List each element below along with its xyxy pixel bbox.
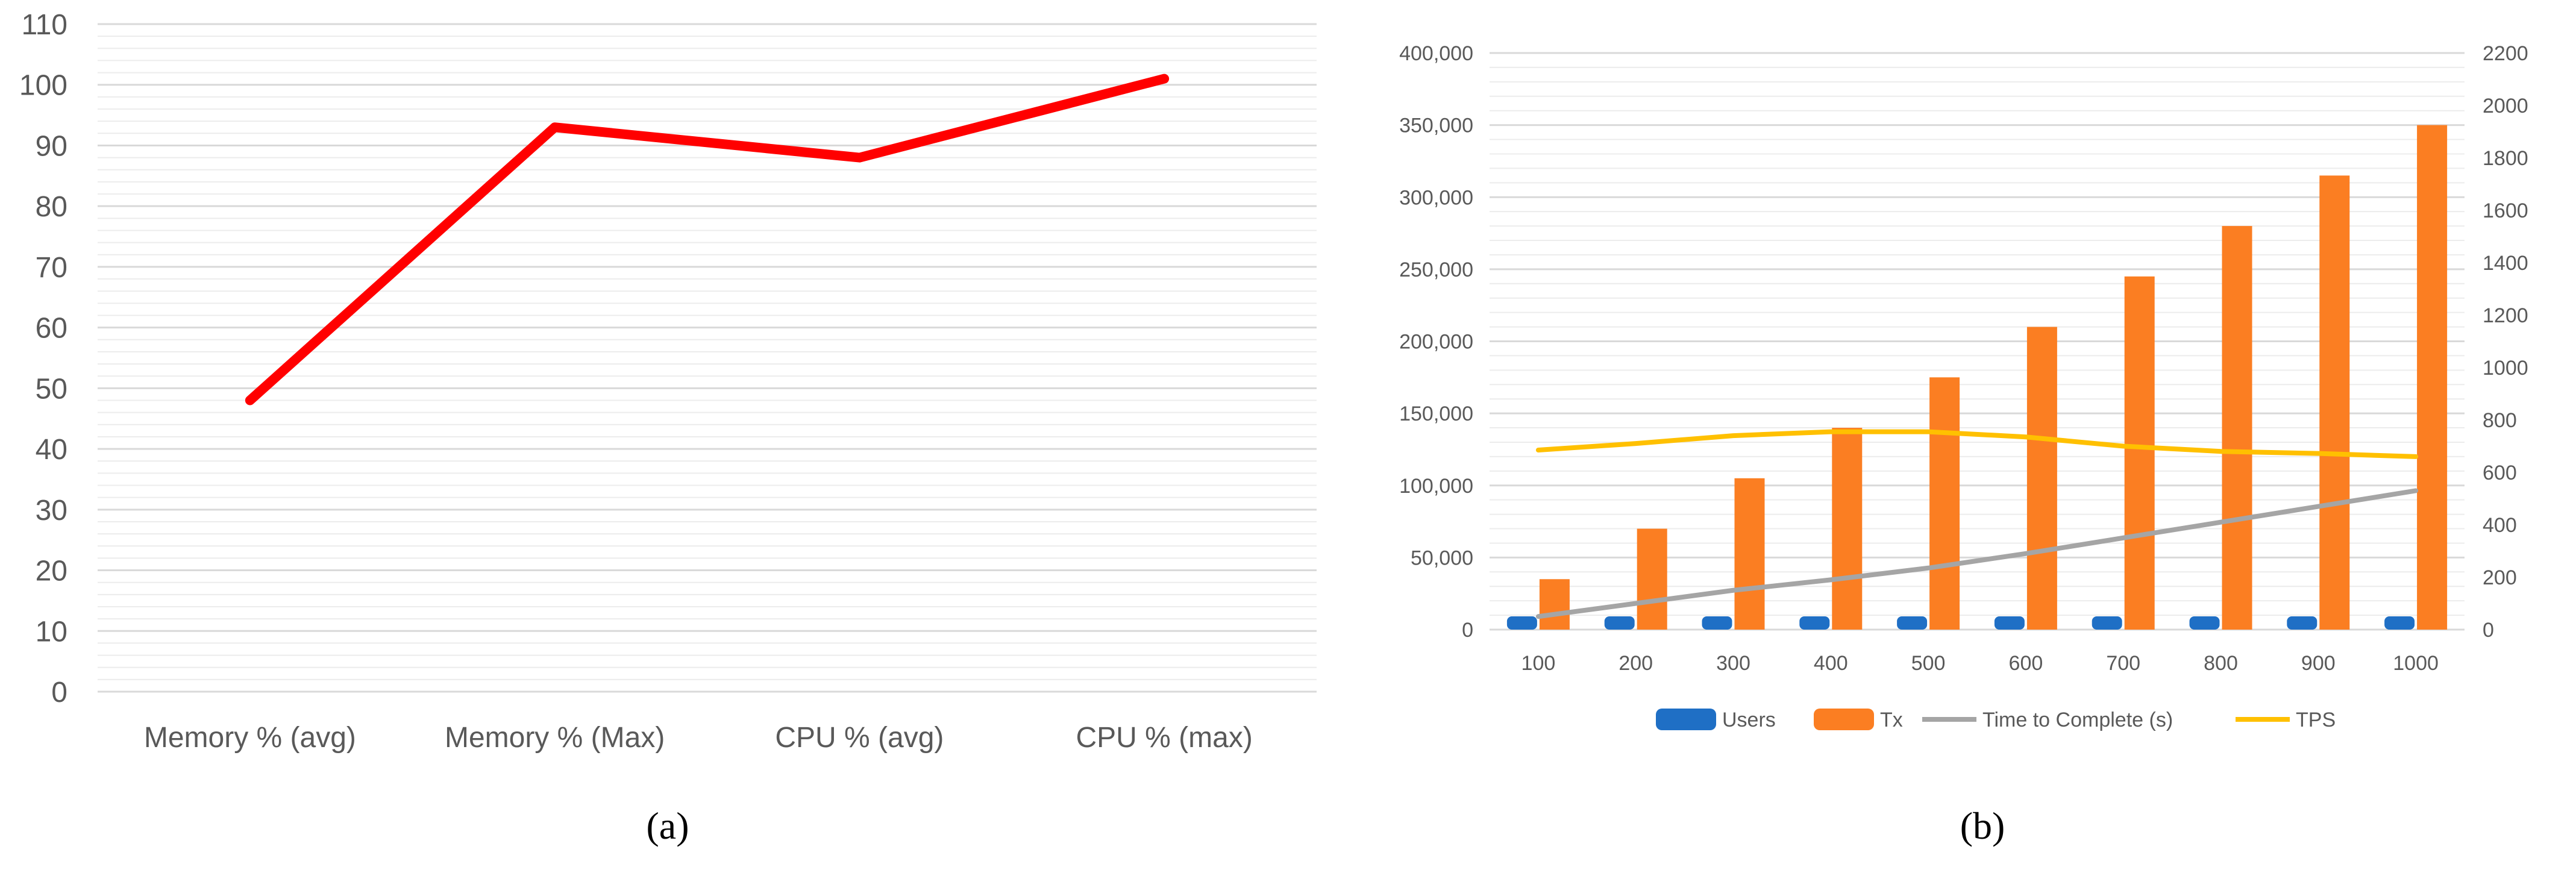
bar-users: [1702, 616, 1732, 630]
legend-label: Time to Complete (s): [1982, 709, 2173, 731]
x-tick-label-b: 200: [1619, 652, 1653, 675]
line-tps: [1535, 429, 2419, 459]
data-point-a: [859, 157, 860, 158]
y-tick-label-a: 90: [36, 130, 67, 162]
y-tick-label-a: 60: [36, 313, 67, 345]
x-tick-label-b: 600: [2009, 652, 2043, 675]
bar-users: [1994, 616, 2025, 630]
bar-tx: [1929, 377, 1960, 630]
x-tick-label-b: 700: [2106, 652, 2140, 675]
y-tick-label-b: 250,000: [1399, 258, 1473, 281]
bar-tx: [2319, 175, 2350, 630]
y-tick-label-a: 40: [36, 434, 67, 466]
y-tick-label-a: 50: [36, 373, 67, 405]
y2-tick-label-b: 800: [2483, 409, 2517, 432]
y2-tick-label-b: 1400: [2483, 252, 2528, 275]
legend-label: TPS: [2296, 709, 2336, 731]
y-tick-label-a: 20: [36, 555, 67, 587]
y2-tick-label-b: 1200: [2483, 304, 2528, 327]
y-tick-label-a: 100: [19, 70, 67, 102]
y-tick-label-b: 300,000: [1399, 186, 1473, 209]
y-tick-label-b: 50,000: [1411, 546, 1473, 569]
x-tick-label-b: 100: [1521, 652, 1556, 675]
legend-label: Users: [1722, 709, 1776, 731]
y-tick-label-b: 0: [1462, 619, 1473, 642]
y2-tick-label-b: 2200: [2483, 42, 2528, 65]
bar-tx: [1539, 579, 1570, 630]
y-tick-label-a: 80: [36, 191, 67, 223]
legend-label: Tx: [1880, 709, 1903, 731]
y2-tick-label-b: 1800: [2483, 147, 2528, 170]
chart-panel-a: 0 10 20 30 40 50 60 70 80 90 100 110 Memory % (avg) M…: [19, 9, 1317, 754]
bar-users: [2189, 616, 2220, 630]
bar-tx: [2417, 125, 2448, 630]
data-point-a: [1164, 78, 1165, 80]
y-tick-label-b: 200,000: [1399, 331, 1473, 354]
y-tick-label-b: 400,000: [1399, 42, 1473, 65]
y2-tick-label-b: 400: [2483, 514, 2517, 537]
y-tick-label-a: 10: [36, 616, 67, 648]
data-point-a: [249, 399, 251, 401]
legend-swatch: [1814, 709, 1874, 730]
y-tick-label-a: 30: [36, 495, 67, 527]
y-tick-label-a: 110: [21, 9, 67, 41]
y-tick-label-b: 100,000: [1399, 475, 1473, 498]
y-tick-label-b: 150,000: [1399, 402, 1473, 425]
y2-tick-label-b: 1000: [2483, 357, 2528, 380]
bar-tx: [1832, 428, 1863, 630]
x-tick-label-b: 300: [1716, 652, 1750, 675]
x-tick-label-a: Memory % (Max): [445, 722, 665, 754]
y2-tick-label-b: 200: [2483, 566, 2517, 589]
x-tick-label-a: CPU % (avg): [775, 722, 944, 754]
bar-users: [1506, 616, 1537, 630]
y2-tick-label-b: 0: [2483, 619, 2494, 642]
x-tick-label-b: 900: [2301, 652, 2336, 675]
bar-tx: [2026, 327, 2057, 630]
y-tick-label-b: 350,000: [1399, 114, 1473, 137]
bar-users: [1799, 616, 1830, 630]
bar-users: [1604, 616, 1635, 630]
line-time-to-complete-s-: [1535, 488, 2419, 619]
x-tick-label-b: 1000: [2393, 652, 2439, 675]
panel-label-b: (b): [1960, 804, 2005, 847]
bar-users: [2287, 616, 2317, 630]
y-tick-label-a: 70: [36, 252, 67, 284]
x-tick-label-b: 800: [2204, 652, 2238, 675]
x-tick-label-a: Memory % (avg): [144, 722, 356, 754]
x-tick-label-b: 400: [1814, 652, 1848, 675]
bar-users: [2092, 616, 2122, 630]
legend-b: Users Tx Time to Complete (s) TPS: [1656, 709, 2336, 731]
bar-tx: [1637, 528, 1667, 630]
data-point-a: [554, 127, 556, 128]
x-tick-label-a: CPU % (max): [1076, 722, 1252, 754]
bar-tx: [2222, 226, 2252, 630]
y-tick-label-a: 0: [51, 677, 67, 709]
bar-tx: [2124, 276, 2155, 630]
bar-users: [2384, 616, 2415, 630]
y2-tick-label-b: 1600: [2483, 199, 2528, 222]
chart-panel-b: 0 50,000 100,000 150,000 200,000 250,000 300,0…: [1399, 42, 2528, 731]
x-tick-label-b: 500: [1911, 652, 1946, 675]
series-line-a: [245, 74, 1170, 405]
y2-tick-label-b: 600: [2483, 462, 2517, 484]
bar-users: [1897, 616, 1928, 630]
y2-tick-label-b: 2000: [2483, 95, 2528, 117]
bar-tx: [1734, 478, 1765, 630]
legend-swatch: [1656, 709, 1716, 730]
panel-label-a: (a): [646, 804, 689, 847]
